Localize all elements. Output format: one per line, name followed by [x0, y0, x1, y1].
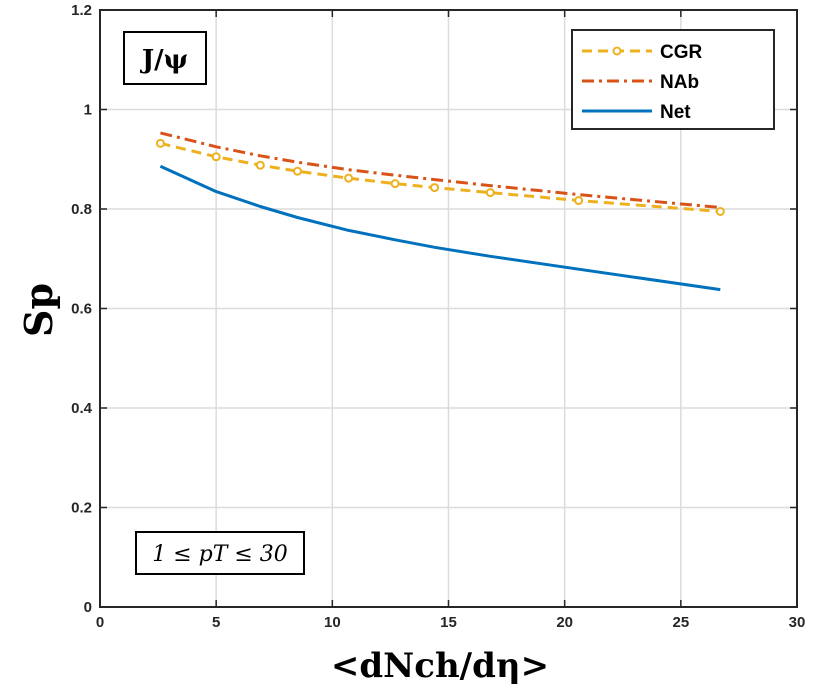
- legend-label-cgr: CGR: [660, 42, 703, 63]
- data-point-cgr-1: [211, 152, 221, 162]
- data-point-cgr-2: [255, 160, 265, 170]
- data-point-cgr-0: [155, 138, 165, 148]
- x-tick-label-30: 30: [789, 614, 806, 631]
- y-tick-label-0-6: 0.6: [71, 301, 92, 318]
- legend: CGR NAb Net: [571, 29, 775, 130]
- data-point-cgr-3: [292, 166, 302, 176]
- axis-ticks: 0 5 10 15 20 25 30 0 0.2 0.4 0.6 0.8 1 1.2: [71, 2, 805, 631]
- y-tick-label-0-8: 0.8: [71, 201, 92, 218]
- legend-marker-cgr: [612, 46, 622, 56]
- particle-annotation-box: [123, 31, 207, 85]
- series-line-nab: [160, 131, 721, 209]
- series-line-cgr: [160, 141, 721, 213]
- legend-label-net: Net: [660, 102, 691, 123]
- data-point-cgr-9: [715, 206, 725, 216]
- y-axis-title: Sp: [16, 283, 61, 337]
- particle-annotation-text: J/ψ: [140, 45, 188, 75]
- data-point-cgr-5: [390, 179, 400, 189]
- pt-range-annotation-box: [135, 531, 305, 575]
- y-tick-label-1-2: 1.2: [71, 2, 92, 19]
- y-tick-label-0: 0: [84, 599, 92, 616]
- y-tick-label-0-4: 0.4: [71, 400, 93, 417]
- data-point-cgr-8: [574, 196, 584, 206]
- series-line-net: [159, 164, 721, 292]
- x-tick-label-20: 20: [556, 614, 573, 631]
- x-axis-title: <dNch/dη>: [331, 646, 549, 686]
- data-point-cgr-7: [485, 188, 495, 198]
- x-tick-label-15: 15: [440, 614, 457, 631]
- x-tick-label-5: 5: [212, 614, 220, 631]
- x-tick-label-25: 25: [672, 614, 689, 631]
- y-tick-label-0-2: 0.2: [71, 500, 92, 517]
- data-point-cgr-4: [344, 173, 354, 183]
- legend-label-nab: NAb: [660, 72, 699, 93]
- pt-range-annotation: 1 ≤ pT ≤ 30: [135, 531, 305, 575]
- pt-range-annotation-text: 1 ≤ pT ≤ 30: [152, 542, 288, 567]
- x-tick-label-10: 10: [324, 614, 341, 631]
- x-tick-label-0: 0: [96, 614, 104, 631]
- data-point-cgr-6: [430, 183, 440, 193]
- particle-annotation: J/ψ: [123, 31, 207, 85]
- series-layer: [155, 131, 725, 292]
- y-tick-label-1: 1: [84, 102, 92, 119]
